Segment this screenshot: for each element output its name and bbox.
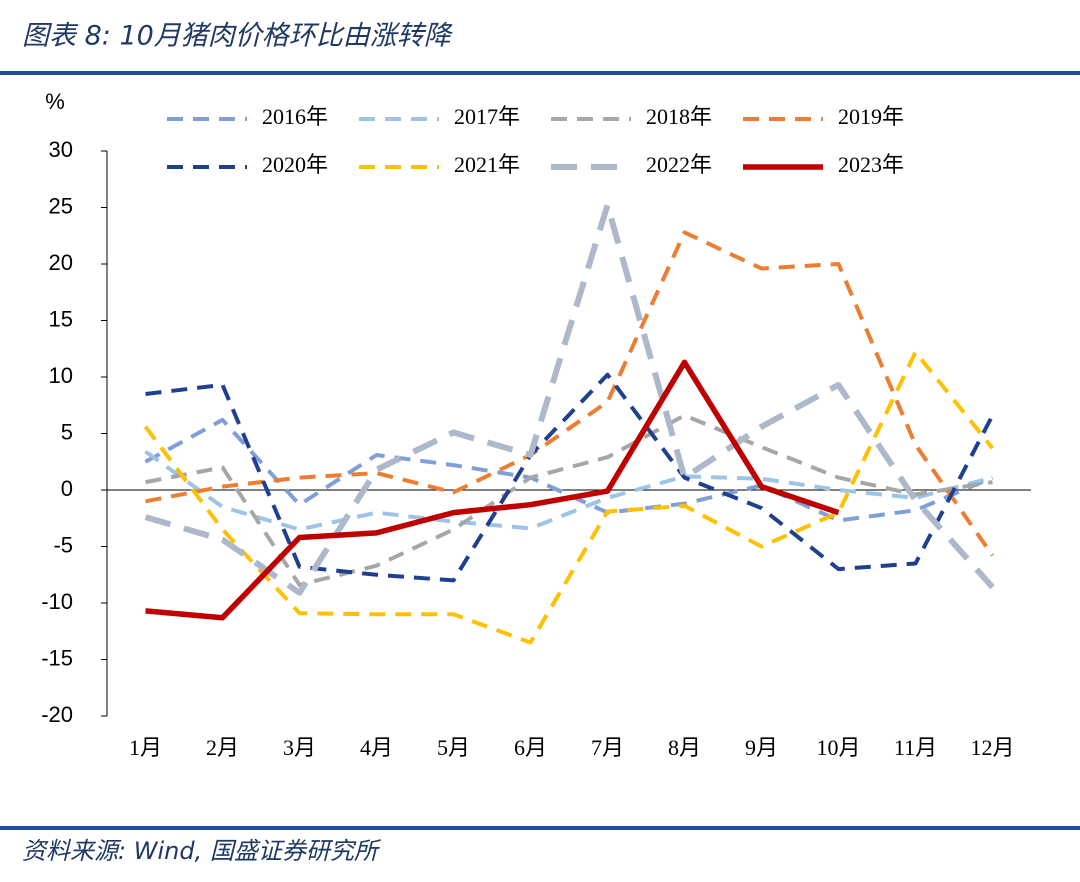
y-tick-label: 10 bbox=[49, 363, 73, 388]
legend-label: 2017年 bbox=[454, 104, 520, 129]
legend-label: 2019年 bbox=[838, 104, 904, 129]
x-tick-label: 7月 bbox=[591, 735, 624, 760]
source-rule bbox=[0, 826, 1080, 830]
x-tick-label: 4月 bbox=[360, 735, 393, 760]
legend-label: 2022年 bbox=[646, 152, 712, 177]
x-tick-label: 10月 bbox=[816, 735, 860, 760]
source-note: 资料来源: Wind, 国盛证券研究所 bbox=[22, 837, 382, 865]
x-tick-label: 2月 bbox=[206, 735, 239, 760]
series-line bbox=[144, 417, 994, 523]
chart-title: 图表 8: 10月猪肉价格环比由涨转降 bbox=[22, 21, 454, 52]
x-tick-label: 8月 bbox=[668, 735, 701, 760]
y-tick-label: -15 bbox=[41, 645, 73, 670]
y-tick-label: 15 bbox=[49, 306, 73, 331]
x-tick-label: 9月 bbox=[745, 735, 778, 760]
legend-label: 2021年 bbox=[454, 152, 520, 177]
y-axis-unit: % bbox=[45, 89, 65, 114]
x-tick-label: 5月 bbox=[437, 735, 470, 760]
x-tick-label: 11月 bbox=[894, 735, 937, 760]
x-tick-label: 3月 bbox=[283, 735, 316, 760]
series-line bbox=[145, 372, 995, 583]
y-tick-label: -5 bbox=[53, 532, 73, 557]
title-rule bbox=[0, 71, 1080, 75]
x-tick-label: 6月 bbox=[514, 735, 547, 760]
x-tick-label: 1月 bbox=[129, 735, 162, 760]
series-line bbox=[145, 359, 840, 621]
y-tick-label: 0 bbox=[61, 476, 73, 501]
legend-label: 2018年 bbox=[646, 104, 712, 129]
series-line bbox=[145, 413, 993, 587]
legend-label: 2023年 bbox=[838, 152, 904, 177]
y-tick-label: 5 bbox=[61, 419, 73, 444]
y-tick-label: 20 bbox=[49, 250, 73, 275]
series-line bbox=[145, 230, 995, 557]
y-tick-label: -10 bbox=[41, 589, 73, 614]
x-tick-label: 12月 bbox=[970, 735, 1014, 760]
legend-label: 2020年 bbox=[262, 152, 328, 177]
y-tick-label: -20 bbox=[41, 702, 73, 727]
series-line bbox=[144, 449, 994, 532]
series-line bbox=[144, 202, 995, 596]
legend-label: 2016年 bbox=[262, 104, 328, 129]
y-tick-label: 25 bbox=[49, 193, 73, 218]
y-tick-label: 30 bbox=[49, 137, 73, 162]
series-line bbox=[143, 350, 995, 645]
